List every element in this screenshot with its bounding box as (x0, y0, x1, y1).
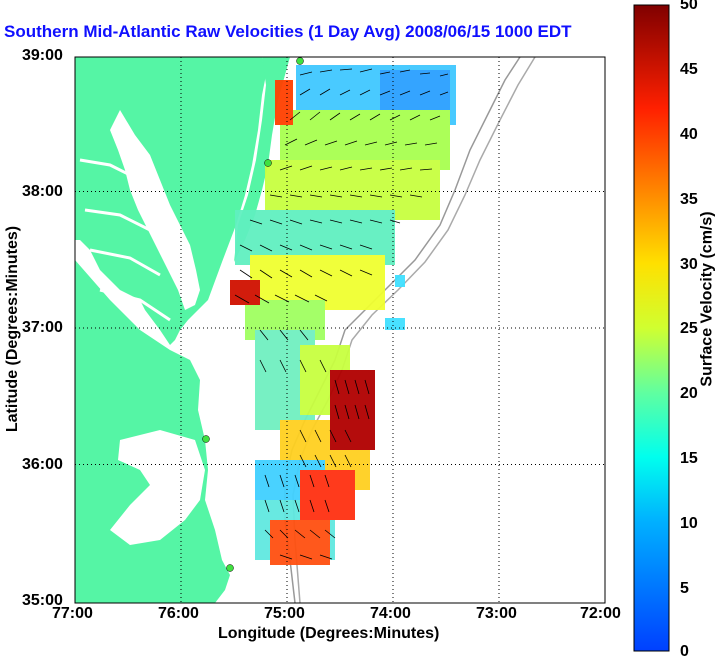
radar-station (296, 57, 304, 65)
x-tick-label: 72:00 (580, 605, 621, 622)
land-mass (75, 260, 230, 603)
x-tick-label: 77:00 (52, 605, 93, 622)
colorbar-tick: 30 (680, 256, 698, 273)
colorbar-tick: 50 (680, 0, 698, 13)
radar-station (226, 564, 234, 572)
colorbar-tick: 20 (680, 385, 698, 402)
y-tick-label: 35:00 (22, 592, 63, 609)
y-axis-label: Latitude (Degrees:Minutes) (4, 225, 22, 433)
plot-frame (74, 56, 606, 604)
x-tick-label: 73:00 (476, 605, 517, 622)
radar-station (202, 435, 210, 443)
colorbar-tick: 25 (680, 320, 698, 337)
y-tick-label: 36:00 (22, 456, 63, 473)
colorbar-tick: 0 (680, 643, 689, 660)
radar-station-markers (202, 57, 304, 572)
velocity-field (230, 65, 456, 565)
x-axis-label: Longitude (Degrees:Minutes) (218, 625, 440, 642)
colorbar-tick: 15 (680, 450, 698, 467)
x-tick-label: 76:00 (158, 605, 199, 622)
sound-water (110, 430, 205, 545)
bay-water (110, 110, 200, 310)
colorbar (633, 4, 670, 652)
river-water (79, 158, 171, 322)
y-tick-label: 37:00 (22, 319, 63, 336)
colorbar-tick: 35 (680, 191, 698, 208)
radar-station (264, 159, 272, 167)
y-tick-label: 39:00 (22, 47, 63, 64)
colorbar-tick: 5 (680, 580, 689, 597)
x-tick-label: 74:00 (370, 605, 411, 622)
x-tick-label: 75:00 (264, 605, 305, 622)
colorbar-tick: 10 (680, 515, 698, 532)
y-tick-label: 38:00 (22, 183, 63, 200)
grid-lines (75, 57, 605, 603)
colorbar-tick: 45 (680, 61, 698, 78)
velocity-arrows (234, 68, 449, 560)
colorbar-label: Surface Velocity (cm/s) (698, 211, 716, 387)
map-title: Southern Mid-Atlantic Raw Velocities (1 … (4, 22, 572, 41)
colorbar-tick: 40 (680, 126, 698, 143)
